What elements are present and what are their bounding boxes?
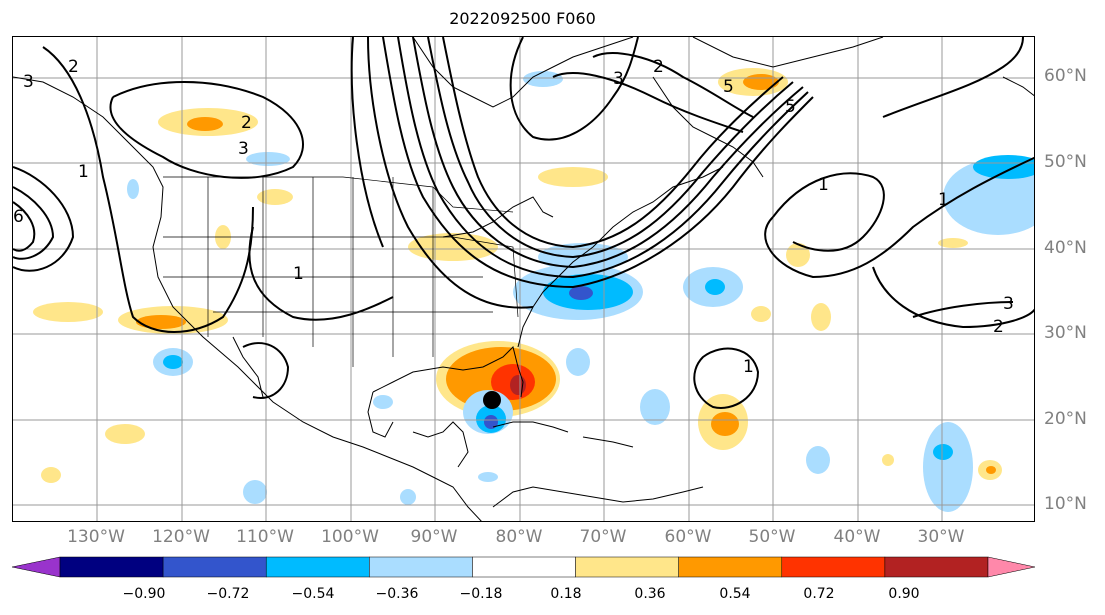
contours <box>13 37 1034 409</box>
anomaly-negative <box>478 472 498 482</box>
colorbar-tick-label: −0.54 <box>291 586 335 602</box>
anomaly-negative <box>523 71 563 87</box>
colorbar-tick-label: −0.36 <box>375 586 419 602</box>
lat-label: 30°N <box>1044 323 1087 343</box>
colorbar-tick-label: 0.36 <box>634 586 666 602</box>
colorbar-extend-low <box>11 556 61 578</box>
anomaly-negative <box>163 355 183 369</box>
contour-label: 2 <box>241 113 252 133</box>
anomaly-positive <box>882 454 894 466</box>
anomaly-negative <box>933 444 953 460</box>
contour-label: 1 <box>938 190 949 210</box>
lat-label: 60°N <box>1044 66 1087 86</box>
anomaly-positive <box>938 238 968 248</box>
contour-label: 3 <box>238 139 249 159</box>
graticule <box>13 37 1034 521</box>
anomaly-positive <box>751 306 771 322</box>
lon-label: 80°W <box>495 527 543 547</box>
contour-label: 1 <box>293 264 304 284</box>
coastlines <box>13 37 1034 521</box>
contour-label: 6 <box>13 207 24 227</box>
anomaly-positive <box>811 303 831 331</box>
anomaly-negative <box>806 446 830 474</box>
anomaly-positive <box>986 466 996 474</box>
colorbar-tick-label: 0.90 <box>888 586 920 602</box>
lon-label: 120°W <box>152 527 210 547</box>
colorbar-extend-high <box>987 556 1036 578</box>
colorbar-tick-label: 0.18 <box>550 586 582 602</box>
contour-label: 5 <box>723 77 734 97</box>
contour-label: 3 <box>1003 294 1014 314</box>
anomaly-positive <box>187 117 223 131</box>
state-borders <box>163 176 519 367</box>
anomaly-positive <box>538 167 608 187</box>
colorbar <box>11 556 1036 578</box>
contour-label: 2 <box>68 57 79 77</box>
lon-label: 110°W <box>236 527 294 547</box>
contour-label: 1 <box>818 175 829 195</box>
colorbar-segment <box>369 556 473 578</box>
colorbar-segment <box>884 556 989 578</box>
anomaly-positive <box>257 189 293 205</box>
colorbar-tick-label: 0.54 <box>719 586 751 602</box>
lon-label: 70°W <box>579 527 627 547</box>
anomaly-positive <box>136 315 186 329</box>
lat-label: 20°N <box>1044 409 1087 429</box>
anomaly-negative <box>566 348 590 376</box>
shaded-anomalies <box>33 68 1034 512</box>
storm-center-marker <box>483 391 501 409</box>
lat-label: 10°N <box>1044 494 1087 514</box>
anomaly-positive <box>105 424 145 444</box>
map-title: 2022092500 F060 <box>449 9 596 28</box>
contour-label: 2 <box>993 317 1004 337</box>
colorbar-tick-label: −0.18 <box>459 586 503 602</box>
anomaly-negative <box>569 286 593 300</box>
anomaly-positive <box>41 467 61 483</box>
anomaly-negative <box>243 480 267 504</box>
colorbar-segment <box>59 556 164 578</box>
lon-label: 60°W <box>664 527 712 547</box>
anomaly-negative <box>705 279 725 295</box>
colorbar-segment <box>162 556 267 578</box>
lon-label: 50°W <box>748 527 796 547</box>
anomaly-negative <box>973 155 1034 179</box>
anomaly-positive <box>510 375 526 395</box>
lon-label: 40°W <box>833 527 881 547</box>
colorbar-tick-label: −0.72 <box>206 586 250 602</box>
anomaly-positive <box>711 412 739 436</box>
contour-label: 1 <box>743 357 754 377</box>
lon-label: 100°W <box>321 527 379 547</box>
anomaly-negative <box>246 152 290 166</box>
anomaly-positive <box>33 302 103 322</box>
map-canvas: 2 3 1 2 1 5 5 3 1 1 2 3 1 3 2 6 <box>13 37 1034 521</box>
anomaly-negative <box>400 489 416 505</box>
colorbar-segment <box>575 556 679 578</box>
contour-label: 3 <box>613 69 624 89</box>
anomaly-negative <box>640 389 670 425</box>
colorbar-tick-label: −0.90 <box>122 586 166 602</box>
contour-label: 1 <box>78 162 89 182</box>
lon-label: 90°W <box>410 527 458 547</box>
anomaly-negative <box>127 179 139 199</box>
colorbar-tick-label: 0.72 <box>803 586 835 602</box>
anomaly-negative <box>484 415 498 429</box>
colorbar-segment <box>678 556 783 578</box>
colorbar-segment <box>781 556 886 578</box>
anomaly-negative <box>923 422 973 512</box>
lon-label: 30°W <box>917 527 965 547</box>
contour-label: 3 <box>23 72 34 92</box>
map-panel: 2 3 1 2 1 5 5 3 1 1 2 3 1 3 2 6 <box>12 36 1035 522</box>
contour-label: 2 <box>653 57 664 77</box>
anomaly-negative <box>373 395 393 409</box>
lat-label: 50°N <box>1044 152 1087 172</box>
colorbar-segment <box>472 556 576 578</box>
anomaly-positive <box>743 74 779 90</box>
contour-label: 5 <box>785 97 796 117</box>
lon-label: 130°W <box>67 527 125 547</box>
colorbar-segment <box>265 556 370 578</box>
lat-label: 40°N <box>1044 238 1087 258</box>
contour-labels: 2 3 1 2 1 5 5 3 1 1 2 3 1 3 2 6 <box>13 57 1014 377</box>
